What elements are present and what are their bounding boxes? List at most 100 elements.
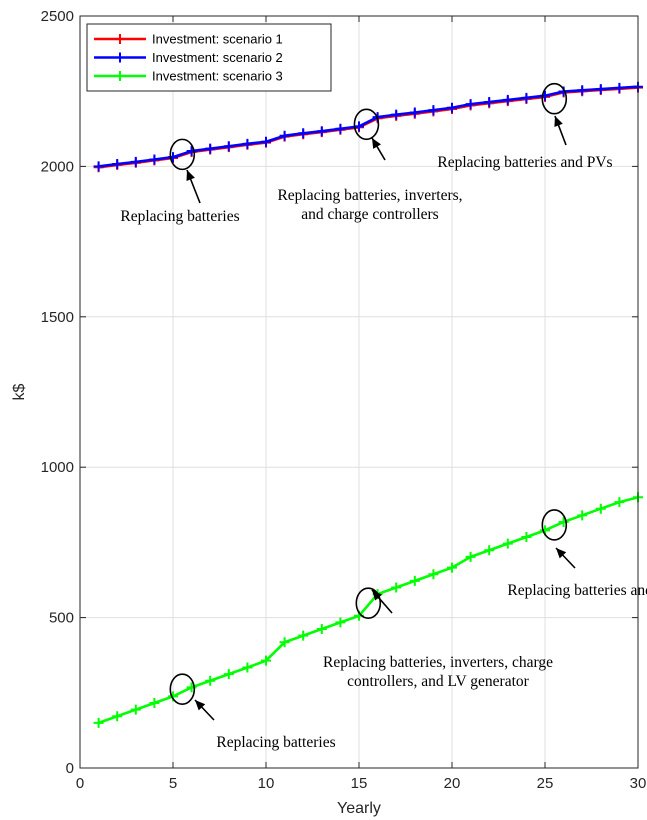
series-line	[98, 496, 639, 725]
highlight-circle	[169, 673, 196, 705]
legend-marker	[115, 34, 125, 44]
data-point	[93, 717, 104, 728]
legend-entry-2: Investment: scenario 2	[94, 50, 283, 65]
data-point	[223, 669, 234, 680]
data-point	[242, 138, 253, 149]
data-point	[354, 121, 364, 132]
data-point	[298, 128, 309, 139]
x-tick-label: 15	[351, 775, 368, 792]
data-point	[149, 154, 160, 165]
data-point	[316, 624, 327, 635]
data-point	[465, 551, 476, 562]
data-point	[502, 94, 513, 105]
legend-marker	[115, 52, 125, 63]
data-point	[521, 92, 532, 103]
annotation-arrow-head	[556, 548, 567, 559]
annotation-1: Replacing batteries	[120, 169, 240, 225]
x-tick-label: 5	[169, 775, 177, 792]
data-point	[484, 545, 495, 556]
y-tick-label: 1500	[41, 309, 74, 326]
y-axis-label: k$	[11, 383, 28, 400]
data-point	[112, 711, 123, 722]
axis-ticks	[79, 15, 639, 769]
data-point	[335, 123, 346, 134]
legend-entry-1: Investment: scenario 1	[94, 32, 283, 47]
legend: Investment: scenario 1 Investment: scenar…	[86, 23, 332, 92]
series-2	[93, 81, 643, 172]
data-point	[484, 97, 495, 108]
data-point	[261, 655, 271, 666]
annotation-text: Replacing batteries	[120, 208, 239, 225]
data-point	[261, 136, 271, 147]
annotation-text: Replacing batteries, inverters, charge	[323, 654, 553, 671]
annotation-text: Replacing batteries and PVs	[507, 582, 647, 599]
data-point	[205, 143, 216, 154]
data-point	[502, 538, 513, 549]
data-point	[112, 158, 123, 169]
data-point	[130, 156, 141, 167]
data-point	[298, 630, 309, 641]
data-point	[168, 152, 178, 163]
data-point	[595, 84, 606, 95]
data-point	[614, 82, 625, 93]
highlight-circle	[541, 82, 568, 115]
y-tick-label: 2500	[41, 8, 74, 25]
annotation-arrow-head	[372, 590, 382, 601]
highlight-circle	[355, 587, 382, 619]
x-tick-label: 20	[444, 775, 461, 792]
x-tick-label: 30	[630, 775, 647, 792]
data-point	[335, 617, 346, 628]
legend-entry-3: Investment: scenario 3	[94, 69, 283, 84]
legend-marker	[115, 71, 125, 81]
grid	[80, 16, 638, 768]
y-tick-label: 1000	[41, 459, 74, 476]
data-point	[93, 161, 104, 172]
data-point	[447, 102, 457, 113]
data-point	[279, 637, 290, 648]
data-point	[595, 503, 606, 514]
data-point	[186, 146, 197, 157]
series-layer	[93, 81, 643, 728]
annotation-arrow-head	[554, 116, 563, 127]
annotation-5: Replacing batteries, inverters, charge co…	[323, 589, 553, 690]
annotation-4: Replacing batteries	[194, 699, 336, 751]
data-point	[205, 675, 216, 686]
highlight-circle	[169, 138, 196, 171]
data-point	[409, 575, 420, 586]
annotation-layer: Replacing batteries Replacing batteries, …	[120, 115, 647, 751]
data-point	[540, 90, 550, 101]
data-point	[316, 126, 327, 137]
highlight-circle	[541, 509, 568, 541]
annotation-text: controllers, and LV generator	[347, 673, 529, 690]
annotation-arrow-head	[195, 700, 206, 711]
annotation-text: Replacing batteries and PVs	[437, 154, 612, 171]
legend-label: Investment: scenario 1	[152, 32, 283, 47]
tick-labels: 0 5 10 15 20 25 30 0 500 1000 1500 2000 2500	[41, 8, 647, 792]
y-tick-label: 0	[66, 760, 74, 777]
annotation-6: Replacing batteries and PVs	[507, 547, 647, 599]
annotation-text: Replacing batteries	[216, 734, 335, 751]
data-point	[521, 531, 532, 542]
annotation-text: Replacing batteries, inverters,	[277, 187, 462, 204]
data-point	[409, 107, 420, 118]
data-point	[223, 141, 234, 152]
annotation-text: and charge controllers	[301, 206, 438, 223]
data-point	[577, 510, 588, 521]
annotation-arrow-head	[372, 138, 381, 149]
y-tick-label: 2000	[41, 158, 74, 175]
data-point	[242, 662, 253, 673]
data-point	[149, 698, 160, 709]
data-point	[447, 562, 457, 573]
data-point	[428, 569, 439, 580]
data-point	[391, 109, 402, 120]
x-tick-label: 10	[258, 775, 275, 792]
marker-layer	[169, 82, 568, 705]
annotation-2: Replacing batteries, inverters, and charg…	[277, 137, 463, 223]
data-point	[558, 516, 569, 527]
annotation-arrow-head	[186, 170, 195, 181]
legend-label: Investment: scenario 2	[152, 50, 283, 65]
data-point	[577, 85, 588, 96]
legend-label: Investment: scenario 3	[152, 69, 283, 84]
highlight-circle	[353, 108, 380, 141]
